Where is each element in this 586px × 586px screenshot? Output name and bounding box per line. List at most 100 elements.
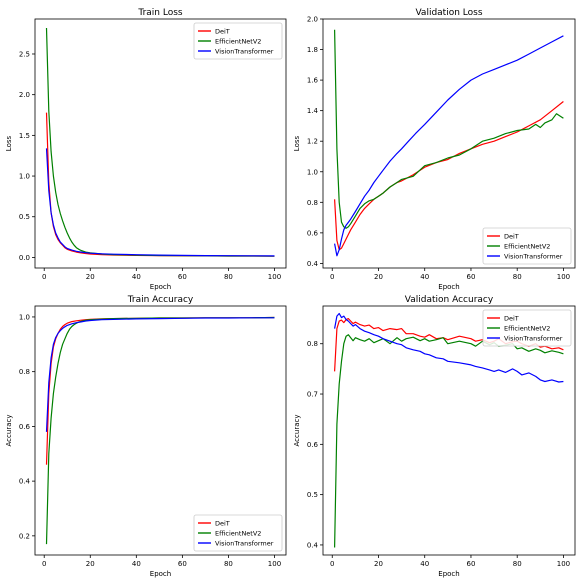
legend-box [193, 22, 283, 60]
x-tick-label: 60 [467, 560, 476, 568]
legend-label: EfficientNetV2 [504, 325, 550, 333]
y-axis-label: Loss [293, 135, 301, 151]
chart-panel-1: Train Loss 0 20 40 60 80 100 0.0 0.5 1.0 1.5 2.0 2.5… [5, 8, 287, 291]
y-tick-label: 0.4 [307, 541, 319, 549]
legend-label: DeiT [215, 520, 230, 528]
chart-title: Train Loss [137, 8, 183, 18]
x-tick-label: 0 [330, 273, 334, 281]
x-tick-label: 80 [513, 273, 522, 281]
legend-label: DeiT [504, 233, 519, 241]
y-axis-label: Accuracy [293, 415, 301, 447]
y-tick-label: 0.4 [307, 260, 319, 268]
x-tick-label: 40 [420, 273, 429, 281]
y-tick-label: 0.6 [19, 423, 31, 431]
series-line-deit [334, 101, 564, 251]
series-line-visiontransformer [45, 317, 275, 432]
legend-label: VisionTransformer [504, 253, 563, 261]
series-lines [334, 312, 564, 548]
series-lines [334, 29, 564, 257]
x-tick-label: 60 [467, 273, 476, 281]
y-tick-label: 1.0 [19, 313, 30, 321]
x-tick-label: 40 [132, 273, 141, 281]
x-tick-label: 100 [268, 560, 281, 568]
legend-label: EfficientNetV2 [215, 530, 261, 538]
y-tick-label: 2.0 [19, 91, 30, 99]
legend-label: EfficientNetV2 [215, 38, 261, 46]
y-tick-label: 0.4 [19, 478, 31, 486]
x-tick-label: 80 [224, 273, 233, 281]
y-tick-label: 0.7 [307, 391, 318, 399]
x-tick-label: 40 [420, 560, 429, 568]
y-tick-label: 1.2 [307, 138, 318, 146]
y-tick-label: 0.6 [307, 441, 319, 449]
chart-title: Train Accuracy [127, 295, 194, 305]
chart-panel-4: Validation Accuracy 0 20 40 60 80 100 0.4 0.5 0.6… [293, 295, 576, 578]
series-line-efficientnetv2 [45, 27, 275, 257]
legend-label: DeiT [215, 28, 230, 36]
x-tick-label: 20 [374, 273, 383, 281]
series-line-deit [45, 112, 275, 257]
x-tick-label: 100 [557, 560, 570, 568]
series-line-efficientnetv2 [45, 316, 275, 545]
x-tick-label: 40 [132, 560, 141, 568]
legend-label: DeiT [504, 315, 519, 323]
series-line-efficientnetv2 [334, 334, 564, 548]
y-tick-label: 2.0 [307, 16, 318, 24]
y-tick-label: 2.5 [19, 50, 30, 58]
series-line-deit [45, 316, 275, 465]
x-tick-label: 0 [42, 560, 46, 568]
legend-box [193, 514, 283, 552]
x-tick-label: 20 [86, 560, 95, 568]
legend: DeiT EfficientNetV2 VisionTransformer [193, 22, 283, 60]
legend: DeiT EfficientNetV2 VisionTransformer [482, 309, 572, 347]
y-tick-label: 1.0 [19, 173, 30, 181]
y-tick-label: 1.0 [307, 168, 318, 176]
plot-area [322, 305, 576, 556]
x-tick-label: 100 [557, 273, 570, 281]
x-tick-label: 60 [178, 560, 187, 568]
x-axis-label: Epoch [438, 570, 459, 578]
plot-area [322, 18, 576, 269]
y-tick-label: 0.0 [19, 254, 30, 262]
y-tick-label: 1.4 [307, 107, 319, 115]
x-tick-label: 60 [178, 273, 187, 281]
plot-area [34, 18, 287, 269]
series-lines [45, 316, 275, 545]
legend: DeiT EfficientNetV2 VisionTransformer [193, 514, 283, 552]
y-tick-label: 1.5 [19, 132, 30, 140]
y-axis-label: Loss [5, 135, 13, 151]
y-tick-label: 1.6 [307, 77, 319, 85]
x-tick-label: 20 [374, 560, 383, 568]
y-tick-label: 0.8 [307, 340, 318, 348]
x-tick-label: 80 [513, 560, 522, 568]
chart-panel-3: Train Accuracy 0 20 40 60 80 100 0.2 0.4 0.6 0.8 1.… [5, 295, 287, 578]
legend-box [482, 227, 572, 265]
legend-label: VisionTransformer [215, 48, 274, 56]
series-line-visiontransformer [334, 35, 564, 257]
legend: DeiT EfficientNetV2 VisionTransformer [482, 227, 572, 265]
legend-label: VisionTransformer [504, 335, 563, 343]
y-tick-label: 0.6 [307, 229, 319, 237]
chart-title: Validation Accuracy [405, 295, 494, 305]
legend-box [482, 309, 572, 347]
y-tick-label: 0.8 [19, 368, 30, 376]
series-line-visiontransformer [45, 148, 275, 257]
y-tick-label: 0.5 [307, 491, 318, 499]
chart-panel-2: Validation Loss 0 20 40 60 80 100 0.4 0.6 0.8 1.0 1… [293, 8, 576, 291]
legend-label: VisionTransformer [215, 540, 274, 548]
x-axis-label: Epoch [150, 570, 171, 578]
series-line-efficientnetv2 [334, 29, 564, 229]
y-tick-label: 0.2 [19, 532, 30, 540]
series-lines [45, 27, 275, 257]
chart-title: Validation Loss [415, 8, 482, 18]
plot-area [34, 305, 287, 556]
legend-label: EfficientNetV2 [504, 243, 550, 251]
x-tick-label: 80 [224, 560, 233, 568]
x-tick-label: 0 [42, 273, 46, 281]
x-tick-label: 100 [268, 273, 281, 281]
x-axis-label: Epoch [150, 283, 171, 291]
y-axis-label: Accuracy [5, 415, 13, 447]
y-tick-label: 0.8 [307, 199, 318, 207]
x-axis-label: Epoch [438, 283, 459, 291]
